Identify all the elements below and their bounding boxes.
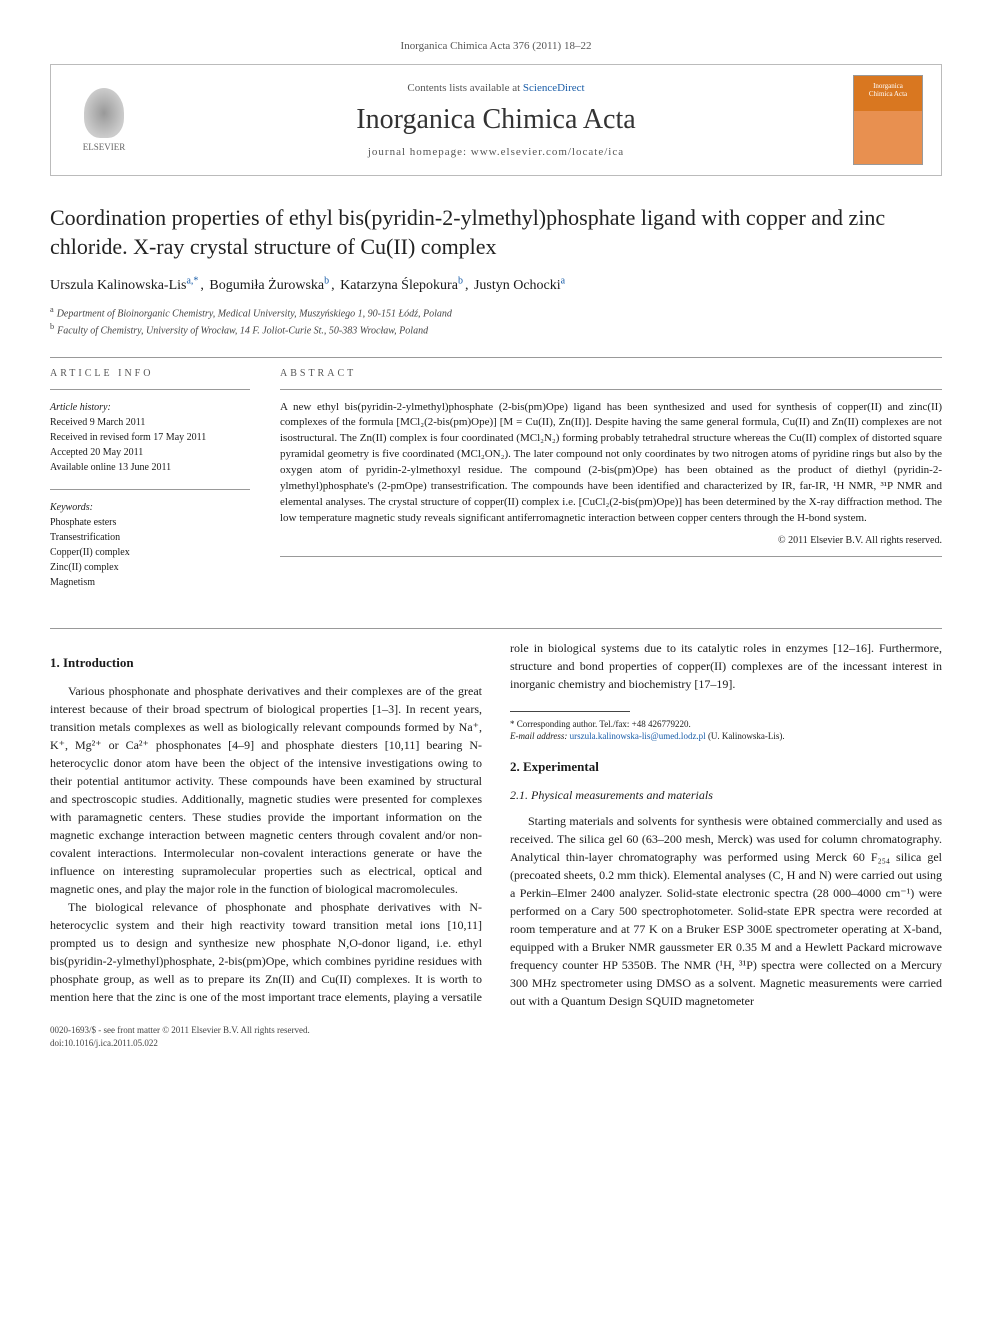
- author-4: Justyn Ochockia: [474, 278, 565, 293]
- elsevier-tree-icon: [84, 88, 124, 138]
- affiliations: aDepartment of Bioinorganic Chemistry, M…: [50, 304, 942, 339]
- keyword: Transestrification: [50, 532, 120, 543]
- email-label: E-mail address:: [510, 731, 567, 741]
- corresponding-author-footnote: * Corresponding author. Tel./fax: +48 42…: [510, 718, 942, 743]
- divider: [280, 556, 942, 557]
- doi-line: doi:10.1016/j.ica.2011.05.022: [50, 1037, 942, 1050]
- keyword: Phosphate esters: [50, 517, 116, 528]
- experimental-heading: 2. Experimental: [510, 757, 942, 777]
- corr-author-tel: * Corresponding author. Tel./fax: +48 42…: [510, 718, 942, 731]
- keyword: Copper(II) complex: [50, 547, 130, 558]
- keywords-block: Keywords: Phosphate esters Transestrific…: [50, 500, 250, 590]
- abstract-text: A new ethyl bis(pyridin-2-ylmethyl)phosp…: [280, 400, 942, 528]
- footer-meta: 0020-1693/$ - see front matter © 2011 El…: [50, 1024, 942, 1049]
- history-label: Article history:: [50, 402, 111, 413]
- history-item: Available online 13 June 2011: [50, 462, 171, 473]
- contents-prefix: Contents lists available at: [407, 82, 522, 94]
- history-item: Accepted 20 May 2011: [50, 447, 143, 458]
- affiliation-a: aDepartment of Bioinorganic Chemistry, M…: [50, 304, 942, 321]
- experimental-subheading: 2.1. Physical measurements and materials: [510, 786, 942, 804]
- article-history: Article history: Received 9 March 2011 R…: [50, 400, 250, 475]
- affiliation-b: bFaculty of Chemistry, University of Wro…: [50, 321, 942, 338]
- author-list: Urszula Kalinowska-Lisa,*, Bogumiła Żuro…: [50, 275, 942, 294]
- journal-homepage-line: journal homepage: www.elsevier.com/locat…: [139, 146, 853, 158]
- keywords-label: Keywords:: [50, 502, 93, 513]
- divider: [50, 489, 250, 490]
- author-1: Urszula Kalinowska-Lisa,*: [50, 278, 198, 293]
- article-info-label: ARTICLE INFO: [50, 368, 250, 379]
- intro-heading: 1. Introduction: [50, 653, 482, 673]
- elsevier-logo: ELSEVIER: [69, 80, 139, 160]
- journal-header: ELSEVIER Contents lists available at Sci…: [50, 64, 942, 176]
- author-3: Katarzyna Ślepokurab: [340, 278, 463, 293]
- cover-line2: Chimica Acta: [869, 90, 907, 98]
- intro-paragraph-1: Various phosphonate and phosphate deriva…: [50, 682, 482, 898]
- publisher-label: ELSEVIER: [83, 142, 126, 152]
- journal-reference: Inorganica Chimica Acta 376 (2011) 18–22: [50, 40, 942, 52]
- divider: [50, 389, 250, 390]
- abstract-label: ABSTRACT: [280, 368, 942, 379]
- article-title: Coordination properties of ethyl bis(pyr…: [50, 204, 942, 261]
- sciencedirect-link[interactable]: ScienceDirect: [523, 82, 585, 94]
- history-item: Received in revised form 17 May 2011: [50, 432, 206, 443]
- homepage-prefix: journal homepage:: [368, 146, 471, 158]
- contents-available-line: Contents lists available at ScienceDirec…: [139, 82, 853, 94]
- issn-line: 0020-1693/$ - see front matter © 2011 El…: [50, 1024, 942, 1037]
- abstract-copyright: © 2011 Elsevier B.V. All rights reserved…: [280, 535, 942, 546]
- corr-email-link[interactable]: urszula.kalinowska-lis@umed.lodz.pl: [570, 731, 706, 741]
- journal-name: Inorganica Chimica Acta: [139, 104, 853, 136]
- keyword: Zinc(II) complex: [50, 562, 119, 573]
- footnote-separator: [510, 711, 630, 712]
- body-text: 1. Introduction Various phosphonate and …: [50, 639, 942, 1011]
- email-person: (U. Kalinowska-Lis).: [708, 731, 785, 741]
- history-item: Received 9 March 2011: [50, 417, 145, 428]
- divider: [50, 357, 942, 358]
- divider: [50, 628, 942, 629]
- journal-cover-thumbnail: Inorganica Chimica Acta: [853, 75, 923, 165]
- homepage-url[interactable]: www.elsevier.com/locate/ica: [471, 146, 624, 158]
- experimental-paragraph-1: Starting materials and solvents for synt…: [510, 812, 942, 1010]
- keyword: Magnetism: [50, 577, 95, 588]
- author-2: Bogumiła Żurowskab: [209, 278, 329, 293]
- divider: [280, 389, 942, 390]
- cover-line1: Inorganica: [873, 82, 903, 90]
